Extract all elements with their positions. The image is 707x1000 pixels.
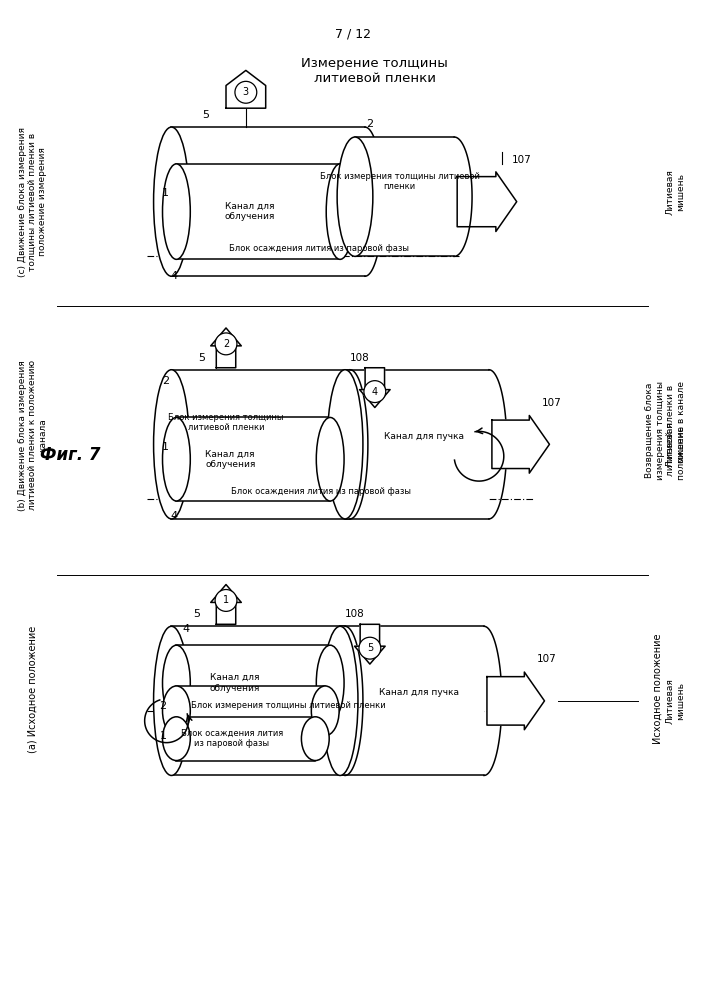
Text: 3: 3: [243, 87, 249, 97]
Text: (c) Движение блока измерения
толщины литиевой пленки в
положение измерения: (c) Движение блока измерения толщины лит…: [18, 127, 47, 277]
Text: Блок осаждения лития
из паровой фазы: Блок осаждения лития из паровой фазы: [181, 729, 283, 748]
Circle shape: [215, 589, 237, 611]
Text: Канал для
облучения: Канал для облучения: [205, 450, 255, 469]
Text: Литиевая
мишень: Литиевая мишень: [666, 421, 685, 467]
Polygon shape: [492, 415, 549, 473]
Text: 4: 4: [171, 511, 178, 521]
Circle shape: [359, 637, 381, 659]
Text: 108: 108: [345, 609, 365, 619]
Ellipse shape: [316, 417, 344, 501]
Polygon shape: [177, 417, 330, 501]
Polygon shape: [487, 672, 544, 730]
Text: Измерение толщины
литиевой пленки: Измерение толщины литиевой пленки: [301, 57, 448, 85]
Text: Блок осаждения лития из паровой фазы: Блок осаждения лития из паровой фазы: [230, 244, 409, 253]
Ellipse shape: [322, 626, 358, 775]
Text: Блок измерения толщины
литиевой пленки: Блок измерения толщины литиевой пленки: [168, 413, 284, 432]
Text: 4: 4: [183, 624, 190, 634]
Text: Канал для пучка: Канал для пучка: [384, 432, 464, 441]
Text: 5: 5: [203, 110, 210, 120]
Text: 2: 2: [366, 119, 373, 129]
Ellipse shape: [316, 645, 344, 721]
Polygon shape: [355, 137, 454, 256]
Text: 1: 1: [161, 188, 168, 198]
Text: 1: 1: [223, 595, 229, 605]
Text: 107: 107: [512, 155, 532, 165]
Text: 5: 5: [193, 609, 200, 619]
Polygon shape: [171, 626, 345, 775]
Text: Канал для пучка: Канал для пучка: [379, 688, 460, 697]
Ellipse shape: [153, 370, 189, 519]
Text: Исходное положение: Исходное положение: [653, 634, 662, 744]
Text: 108: 108: [350, 353, 370, 363]
Text: (b) Движение блока измерения
литиевой пленки к положению
канала: (b) Движение блока измерения литиевой пл…: [18, 360, 47, 511]
Polygon shape: [171, 370, 350, 519]
Ellipse shape: [311, 686, 339, 736]
Text: Канал для
облучения: Канал для облучения: [225, 202, 275, 221]
Polygon shape: [211, 585, 241, 624]
Polygon shape: [177, 717, 315, 761]
Polygon shape: [340, 626, 484, 775]
Polygon shape: [226, 70, 266, 108]
Circle shape: [235, 81, 257, 103]
Text: 2: 2: [163, 376, 170, 386]
Text: 5: 5: [198, 353, 205, 363]
Ellipse shape: [163, 645, 190, 721]
Ellipse shape: [153, 127, 189, 276]
Text: 5: 5: [367, 643, 373, 653]
Ellipse shape: [326, 164, 354, 259]
Polygon shape: [171, 127, 365, 276]
Text: Фиг. 7: Фиг. 7: [40, 446, 100, 464]
Text: 7 / 12: 7 / 12: [335, 28, 371, 41]
Text: Возвращение блока
измерения толщины
литиевой пленки в
положение в канале: Возвращение блока измерения толщины лити…: [645, 381, 686, 480]
Text: 2: 2: [223, 339, 229, 349]
Text: Литиевая
мишень: Литиевая мишень: [666, 678, 685, 724]
Polygon shape: [177, 686, 325, 736]
Polygon shape: [177, 645, 330, 721]
Text: (a) Исходное положение: (a) Исходное положение: [28, 625, 37, 753]
Text: 2: 2: [159, 701, 166, 711]
Polygon shape: [177, 164, 340, 259]
Text: Канал для
облучения: Канал для облучения: [210, 673, 260, 693]
Ellipse shape: [337, 137, 373, 256]
Polygon shape: [360, 368, 390, 408]
Text: Блок осаждения лития из паровой фазы: Блок осаждения лития из паровой фазы: [231, 487, 411, 496]
Text: Блок измерения толщины литиевой
пленки: Блок измерения толщины литиевой пленки: [320, 172, 479, 191]
Text: 1: 1: [161, 442, 168, 452]
Circle shape: [215, 333, 237, 355]
Polygon shape: [211, 328, 241, 368]
Ellipse shape: [163, 686, 190, 736]
Text: 107: 107: [537, 654, 556, 664]
Text: 107: 107: [542, 398, 561, 408]
Polygon shape: [355, 624, 385, 664]
Ellipse shape: [327, 370, 363, 519]
Ellipse shape: [163, 164, 190, 259]
Text: Литиевая
мишень: Литиевая мишень: [666, 169, 685, 215]
Circle shape: [364, 381, 386, 403]
Polygon shape: [345, 370, 489, 519]
Ellipse shape: [163, 417, 190, 501]
Ellipse shape: [163, 717, 190, 761]
Text: 4: 4: [171, 271, 178, 281]
Text: Блок измерения толщины литиевой пленки: Блок измерения толщины литиевой пленки: [192, 701, 386, 710]
Text: 1: 1: [160, 731, 166, 741]
Ellipse shape: [153, 626, 189, 775]
Polygon shape: [457, 172, 517, 232]
Text: 4: 4: [372, 387, 378, 397]
Ellipse shape: [301, 717, 329, 761]
